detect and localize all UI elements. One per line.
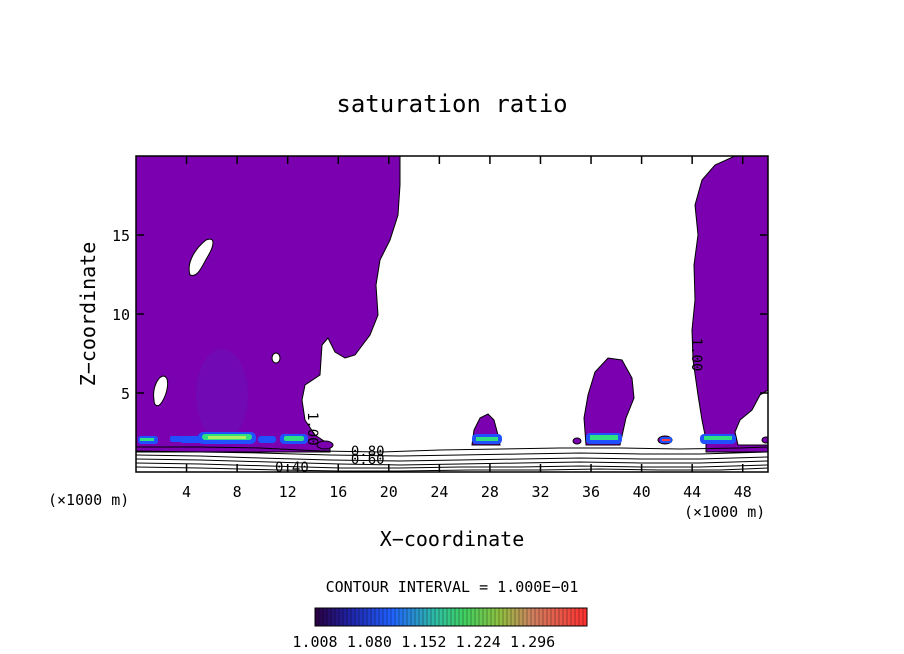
colorbar-label: 1.224 bbox=[456, 633, 501, 651]
unsaturated-notch-right bbox=[734, 389, 768, 446]
chart-title: saturation ratio bbox=[336, 90, 567, 118]
x-tick-label: 48 bbox=[734, 483, 752, 501]
colorbar-label: 1.296 bbox=[510, 633, 555, 651]
plot-area bbox=[136, 156, 768, 453]
y-tick-label: 15 bbox=[112, 227, 130, 245]
cloud-bubble-36 bbox=[583, 357, 635, 446]
saturated-region-left bbox=[136, 156, 401, 453]
cloud-patch-35 bbox=[572, 437, 582, 445]
contour-interval-label: CONTOUR INTERVAL = 1.000E−01 bbox=[326, 578, 579, 596]
x-tick-label: 20 bbox=[380, 483, 398, 501]
x-tick-label: 16 bbox=[329, 483, 347, 501]
contour-label: 0.60 bbox=[351, 452, 385, 468]
x-tick-label: 28 bbox=[481, 483, 499, 501]
x-tick-label: 12 bbox=[279, 483, 297, 501]
colorbar-label: 1.080 bbox=[347, 633, 392, 651]
contour-lines bbox=[136, 446, 768, 472]
colorbar-label: 1.152 bbox=[401, 633, 446, 651]
unsaturated-hole-1 bbox=[188, 238, 214, 276]
unsaturated-hole-3 bbox=[271, 352, 281, 364]
colorbar-label: 1.008 bbox=[292, 633, 337, 651]
high-saturation-bands bbox=[138, 432, 736, 444]
cloud-patch-50 bbox=[761, 436, 768, 444]
y-tick-label: 10 bbox=[112, 306, 130, 324]
colorbar-stripes bbox=[318, 608, 584, 626]
x-unit-right: (×1000 m) bbox=[684, 503, 765, 521]
saturated-region-right bbox=[691, 156, 768, 453]
cloud-patch-16 bbox=[316, 440, 334, 450]
unsaturated-hole-2 bbox=[153, 375, 169, 407]
x-tick-label: 44 bbox=[683, 483, 701, 501]
y-tick-label: 5 bbox=[121, 385, 130, 403]
colorbar-labels: 1.008 1.080 1.152 1.224 1.296 bbox=[292, 633, 555, 651]
x-unit-left: (×1000 m) bbox=[48, 491, 129, 509]
x-axis-label: X−coordinate bbox=[380, 527, 525, 551]
y-axis-label: Z−coordinate bbox=[76, 242, 100, 387]
contour-label: 0.80 bbox=[351, 444, 385, 460]
contour-label: 1.00 bbox=[688, 338, 704, 372]
x-tick-label: 36 bbox=[582, 483, 600, 501]
x-tick-label: 4 bbox=[182, 483, 191, 501]
contour-labels: 1.00 1.00 0.800.60 0.40 bbox=[275, 338, 704, 476]
x-tick-label: 24 bbox=[430, 483, 448, 501]
plume-feature bbox=[196, 349, 248, 441]
contour-label: 1.00 bbox=[304, 412, 320, 446]
x-tick-label: 8 bbox=[233, 483, 242, 501]
contour-label: 0.40 bbox=[275, 460, 309, 476]
x-tick-label: 40 bbox=[633, 483, 651, 501]
x-tick-label: 32 bbox=[531, 483, 549, 501]
